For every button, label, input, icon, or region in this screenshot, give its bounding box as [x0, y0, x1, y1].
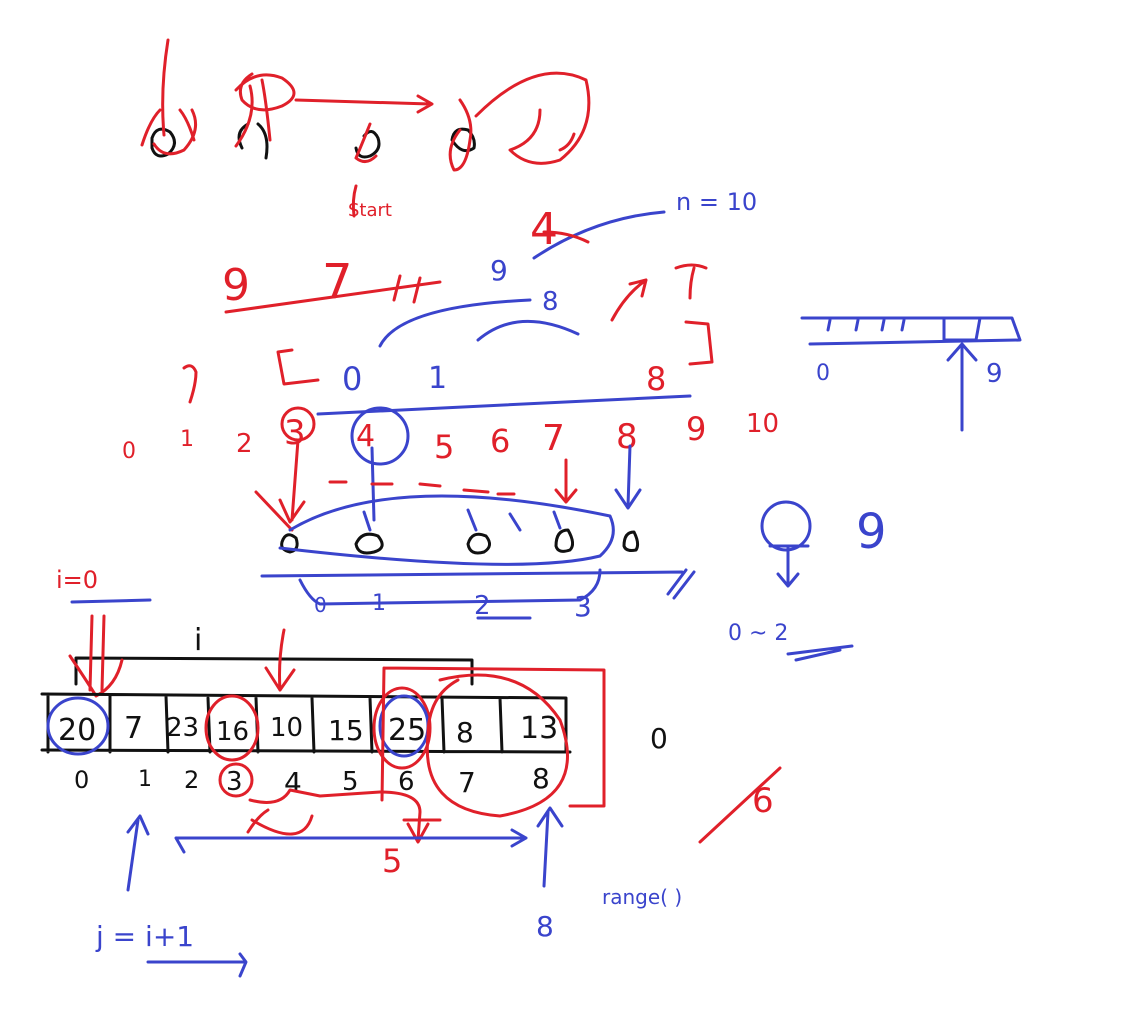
- blue-index: 3: [574, 590, 592, 623]
- array-index: 3: [226, 767, 243, 797]
- array-cell: 23: [166, 713, 199, 743]
- blue-9-right: 9: [856, 504, 887, 560]
- red-9: 9: [222, 260, 250, 311]
- red-index: 8: [616, 417, 638, 457]
- array-index: 1: [138, 767, 152, 792]
- red-index: 9: [686, 410, 706, 448]
- red-arrow-up: [610, 278, 648, 322]
- red-bracket: 0 1 8: [276, 320, 714, 416]
- bracket-8: 8: [646, 360, 666, 398]
- red-9-7-strike: 9 7: [222, 254, 442, 314]
- array-cell: 20: [58, 713, 96, 748]
- array-index: 7: [458, 766, 476, 799]
- blue-8-bottom: 8: [536, 910, 554, 943]
- blue-arc-2: [476, 319, 580, 342]
- numline-0: 0: [816, 361, 830, 386]
- red-index: 6: [490, 422, 510, 460]
- i-equals-zero: i=0: [56, 566, 98, 594]
- array: 20 7 23 16 10 15 25 8 13: [40, 666, 606, 818]
- red-7: 7: [322, 254, 353, 310]
- number-line: 0 9: [800, 316, 1022, 432]
- top-node-cluster: Start: [140, 38, 591, 221]
- bottom-annotations: 5 8 range( ) 6 j = i+1: [95, 766, 782, 978]
- numline-9: 9: [986, 359, 1003, 389]
- blue-range-0-2: 0 ~ 2: [728, 621, 788, 646]
- blue-9-top: 9: [490, 254, 508, 287]
- array-cell: 25: [388, 713, 426, 748]
- bracket-0: 0: [342, 360, 362, 398]
- crossed-four: 4: [530, 204, 666, 260]
- black-0: 0: [650, 722, 668, 755]
- array-cell: 8: [456, 716, 474, 749]
- blue-index: 2: [474, 591, 491, 621]
- red-index: 10: [746, 409, 779, 439]
- array-indices: 0 1 2 3 4 5 6 7 8: [74, 762, 550, 844]
- array-index: 5: [342, 767, 359, 797]
- i-label: i: [194, 623, 202, 658]
- blue-8-top: 8: [542, 287, 559, 317]
- red-5: 5: [382, 842, 402, 880]
- bracket-1: 1: [428, 361, 447, 396]
- array-cell: 15: [328, 714, 364, 747]
- array-index: 0: [74, 766, 89, 794]
- start-label: Start: [348, 200, 392, 221]
- i-underline: [70, 598, 152, 604]
- array-index: 8: [532, 762, 550, 795]
- red-index: 7: [542, 418, 565, 459]
- i-bracket: i: [68, 614, 474, 698]
- j-equals-label: j = i+1: [95, 920, 194, 953]
- red-index: 1: [180, 427, 194, 452]
- red-index: 3: [284, 413, 306, 453]
- array-cell: 13: [520, 711, 558, 746]
- right-mini-tree: 9 0 ~ 2 0: [650, 500, 887, 755]
- array-cell: 7: [124, 711, 143, 746]
- array-cell: 16: [216, 717, 249, 747]
- blue-index: 0: [314, 593, 327, 617]
- red-seven-glyph: [674, 263, 708, 300]
- array-cell: 10: [270, 713, 303, 743]
- red-index: 4: [356, 419, 375, 454]
- range-call-label: range( ): [602, 885, 682, 909]
- array-index: 6: [398, 767, 415, 797]
- red-index: 2: [236, 429, 253, 459]
- blue-arc-1: [378, 298, 532, 348]
- blue-index: 1: [372, 591, 386, 616]
- red-index: 5: [434, 428, 454, 466]
- node-row: 0 1 2 3: [260, 494, 696, 623]
- red-6: 6: [752, 781, 774, 821]
- array-index: 2: [184, 766, 199, 794]
- red-index: 0: [122, 439, 136, 464]
- n-equals-label: n = 10: [676, 188, 757, 216]
- red-index-row: 0 1 2 3 4 5 6 7 8 9 10: [122, 364, 779, 532]
